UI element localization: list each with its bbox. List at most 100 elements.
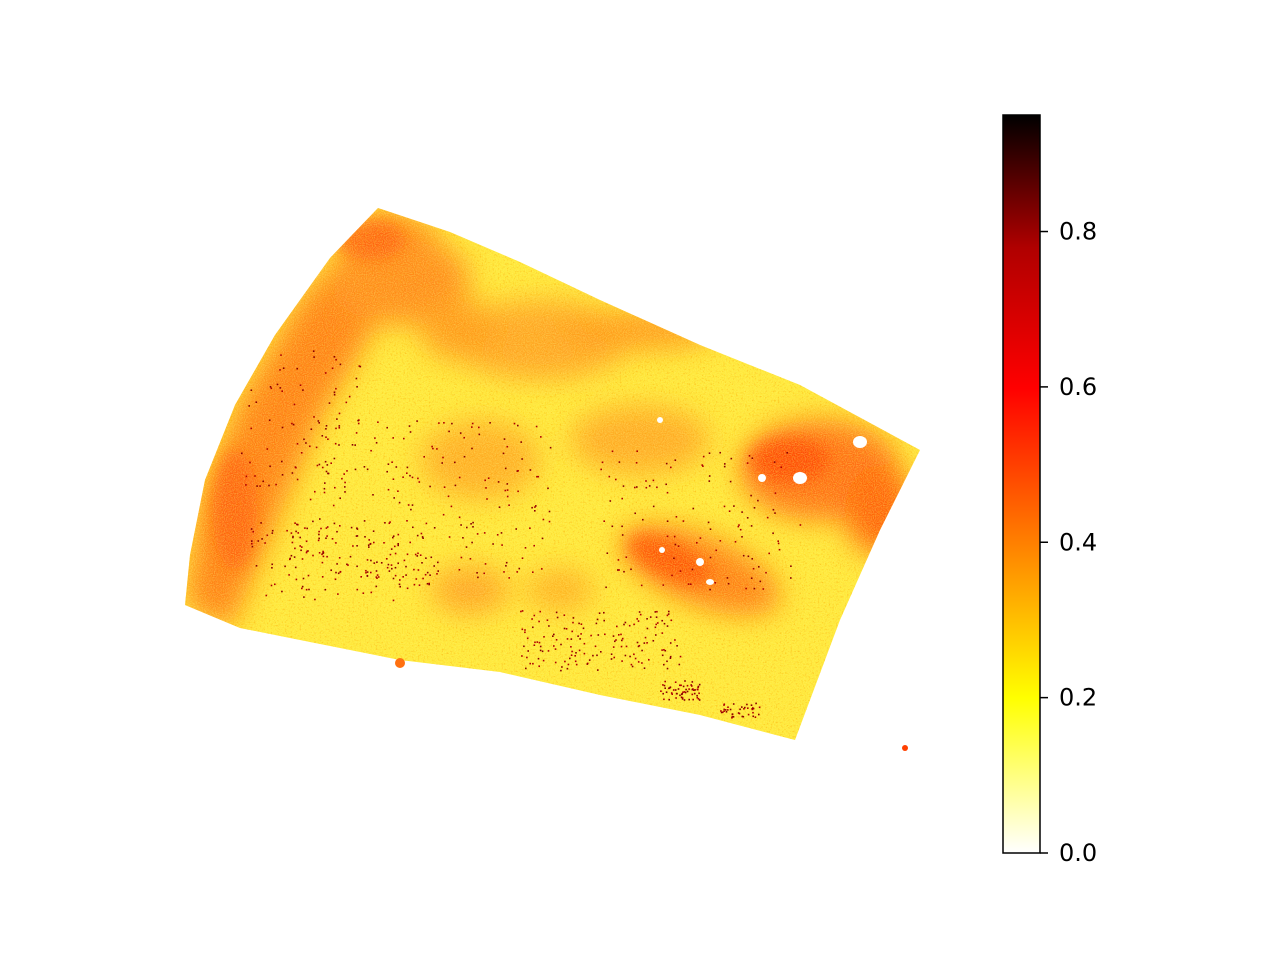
speckle [738, 712, 741, 715]
speckle [747, 707, 749, 709]
speckle [586, 663, 589, 665]
speckle [309, 445, 311, 448]
speckle [294, 566, 297, 569]
speckle [376, 561, 378, 563]
speckle [529, 662, 531, 665]
speckle [324, 372, 327, 374]
speckle [580, 633, 582, 635]
speckle [305, 551, 308, 554]
speckle [742, 715, 745, 718]
speckle [365, 569, 367, 572]
outlier-fragment [902, 745, 908, 751]
speckle [753, 507, 756, 509]
speckle [661, 649, 663, 651]
speckle [281, 390, 283, 392]
speckle [665, 691, 668, 693]
speckle [406, 553, 409, 556]
speckle [529, 469, 532, 471]
speckle [496, 534, 499, 536]
speckle [732, 703, 735, 705]
speckle [688, 688, 690, 690]
speckle [708, 480, 711, 482]
speckle [780, 466, 782, 469]
speckle [666, 520, 669, 522]
speckle [697, 686, 699, 689]
speckle [394, 545, 396, 548]
speckle [380, 562, 383, 564]
speckle [256, 485, 258, 487]
speckle [636, 641, 639, 644]
speckle [334, 442, 337, 445]
speckle [521, 557, 524, 559]
speckle [328, 402, 331, 404]
speckle [600, 651, 602, 653]
speckle [674, 639, 676, 641]
speckle [354, 468, 357, 471]
speckle [606, 552, 609, 554]
speckle [281, 426, 284, 429]
speckle [414, 553, 417, 556]
speckle [314, 598, 316, 601]
speckle [403, 437, 405, 440]
speckle [734, 541, 737, 543]
speckle [413, 583, 416, 586]
speckle [636, 450, 638, 452]
speckle [622, 485, 625, 487]
speckle [356, 386, 358, 388]
speckle [250, 389, 253, 391]
speckle [388, 522, 391, 524]
speckle [535, 425, 538, 428]
speckle [335, 542, 337, 544]
speckle [565, 628, 568, 630]
speckle [616, 625, 618, 628]
speckle [746, 703, 748, 706]
speckle [569, 657, 571, 660]
speckle [661, 632, 664, 634]
speckle [393, 497, 395, 499]
speckle [355, 432, 358, 434]
speckle [250, 427, 252, 430]
speckle [310, 428, 313, 430]
speckle [660, 690, 662, 692]
speckle [521, 458, 523, 460]
speckle [624, 654, 627, 657]
speckle [345, 401, 348, 404]
speckle [301, 585, 304, 588]
speckle [376, 577, 378, 579]
speckle [654, 611, 657, 613]
speckle [543, 636, 545, 638]
speckle [729, 480, 732, 483]
speckle [662, 692, 664, 695]
speckle [640, 584, 643, 587]
speckle [437, 570, 439, 572]
speckle [666, 535, 669, 538]
speckle [596, 654, 598, 657]
speckle [655, 634, 657, 636]
speckle [629, 655, 631, 658]
speckle [724, 709, 727, 711]
speckle [454, 461, 456, 464]
speckle [370, 591, 373, 594]
speckle [326, 555, 328, 558]
speckle [366, 468, 369, 471]
speckle [268, 419, 271, 421]
speckle [337, 593, 339, 595]
speckle [752, 715, 754, 718]
speckle [262, 480, 264, 483]
speckle [667, 613, 670, 615]
speckle [484, 563, 487, 565]
speckle [407, 504, 410, 506]
speckle [270, 387, 273, 390]
speckle [411, 504, 414, 506]
speckle [293, 556, 296, 558]
speckle [733, 505, 735, 507]
speckle [679, 684, 681, 687]
speckle [323, 487, 326, 490]
speckle [617, 559, 620, 561]
speckle [635, 462, 638, 464]
speckle [375, 576, 378, 578]
speckle [351, 444, 354, 446]
speckle [595, 622, 598, 625]
speckle [726, 577, 729, 579]
speckle [436, 448, 438, 450]
